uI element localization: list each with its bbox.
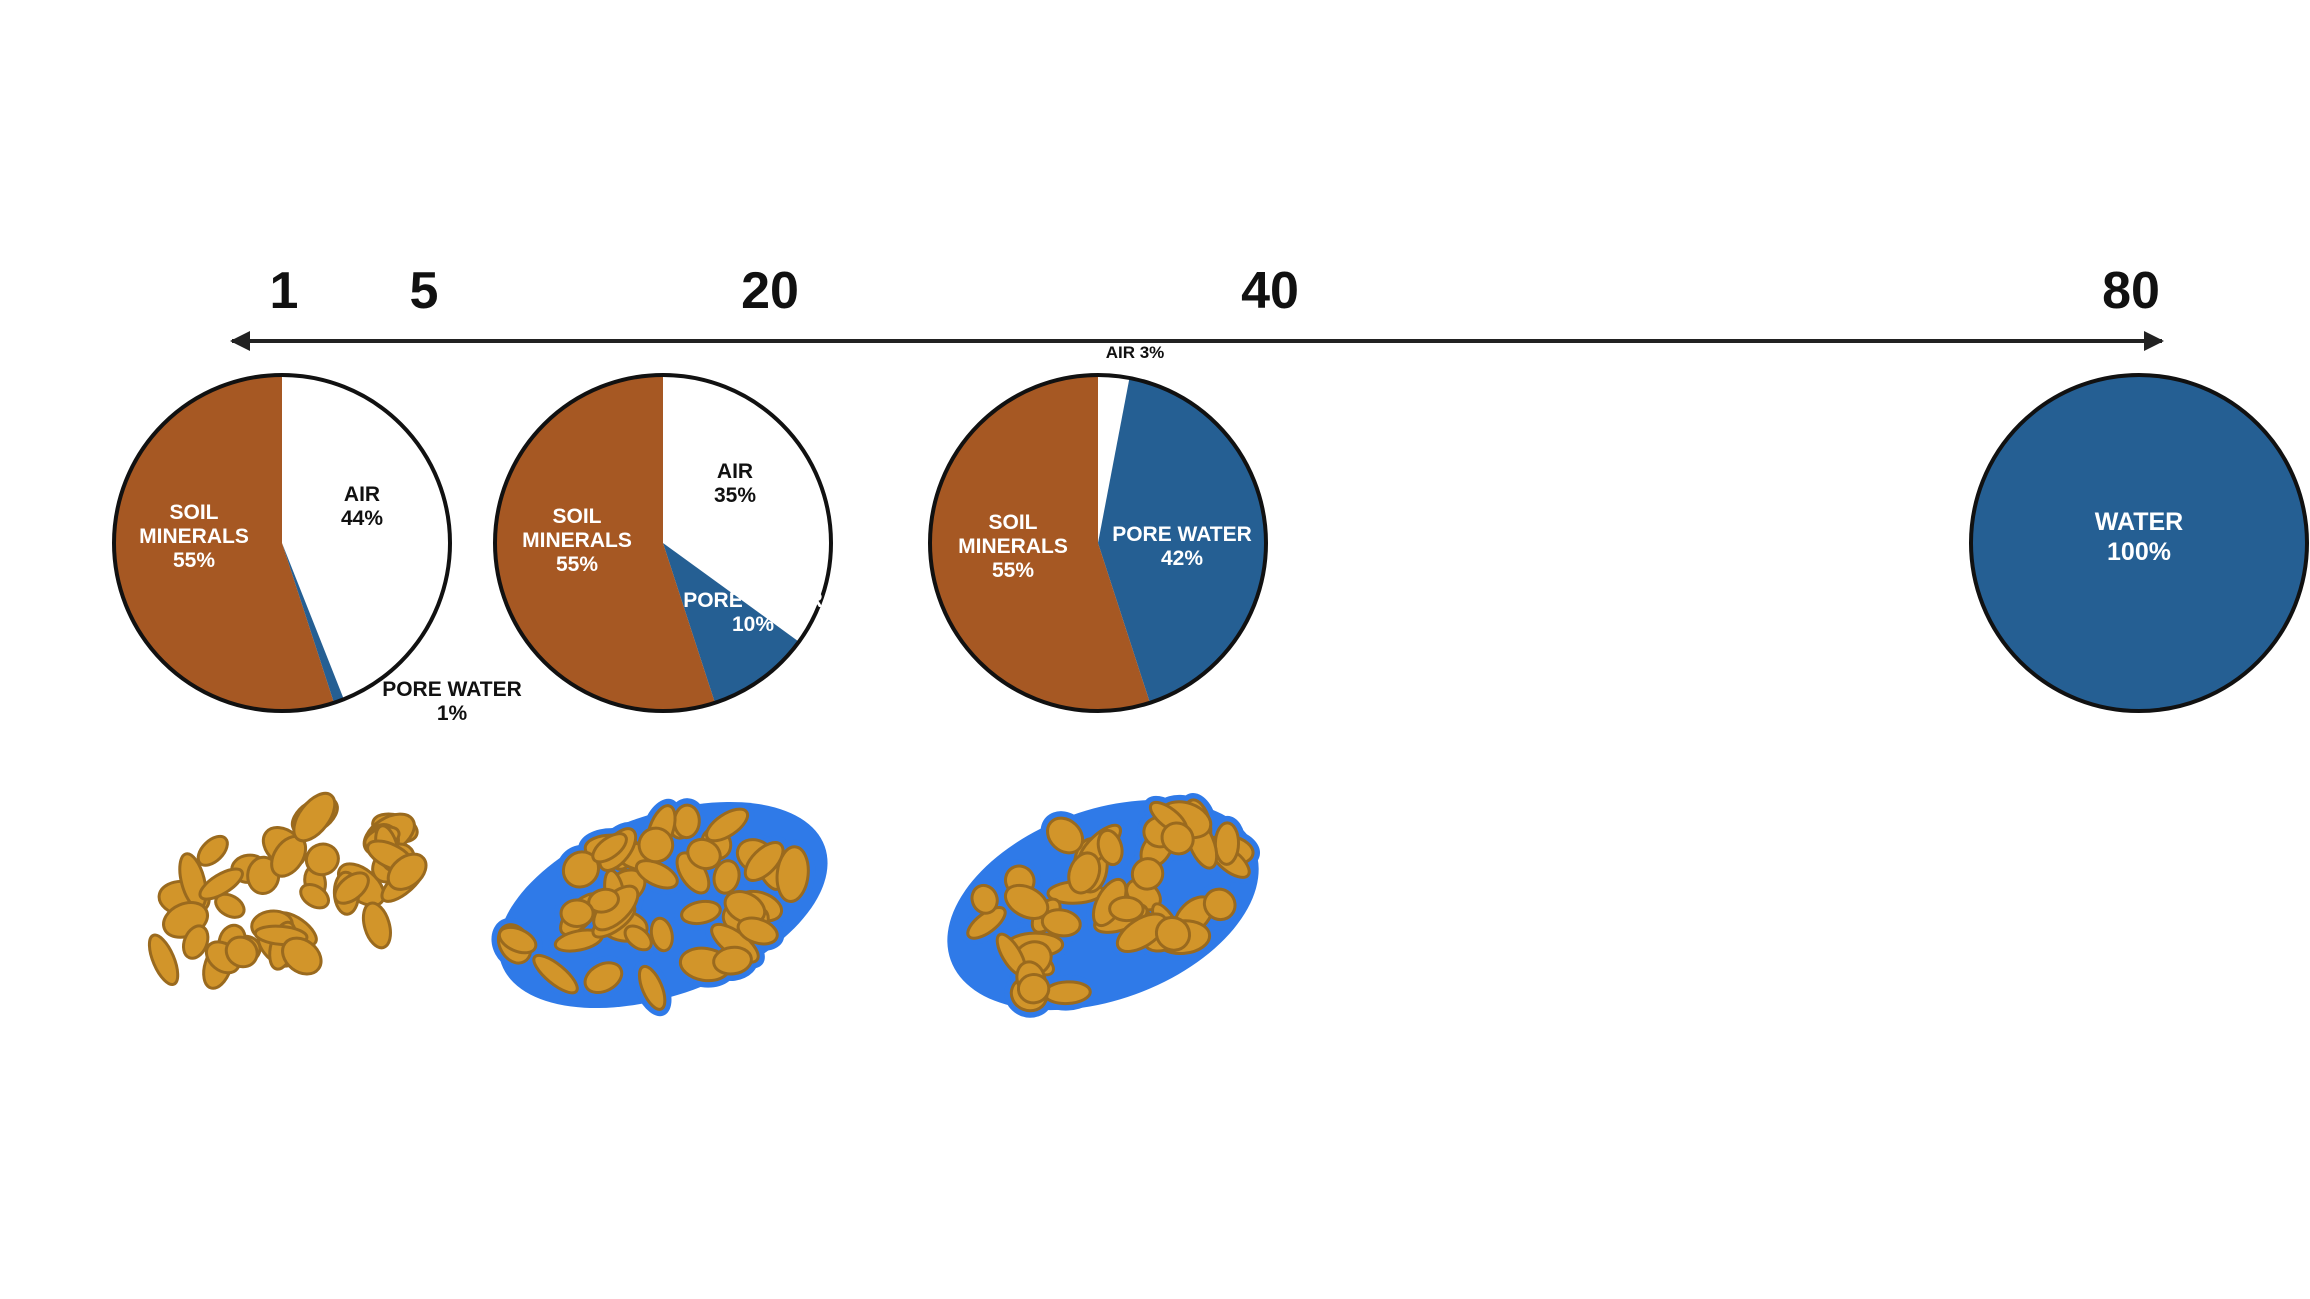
soil-grain <box>333 871 370 905</box>
soil-grain <box>775 845 810 903</box>
soil-grain <box>532 953 579 995</box>
soil-grain <box>966 906 1007 940</box>
dry-soil-grains-illustration <box>147 791 428 990</box>
pie-slice-label: PORE WATER 42% <box>1112 523 1252 570</box>
pie-slice-air <box>1098 375 1130 543</box>
pie-outline <box>928 373 1268 713</box>
soil-grain <box>649 916 674 953</box>
pie-slice-water <box>282 543 344 703</box>
soil-grain <box>672 803 701 840</box>
soil-grain <box>181 924 210 960</box>
soil-grain <box>1096 828 1124 867</box>
soil-grain <box>743 841 785 882</box>
pie-slice-label: PORE WATER 1% <box>382 678 522 725</box>
soil-grain <box>1046 816 1085 855</box>
soil-grain <box>497 925 538 955</box>
soil-grain <box>1160 821 1195 856</box>
soil-grain <box>637 964 667 1011</box>
pie-slice-label: PORE WATER 10% <box>683 589 823 636</box>
pie-slice-label: AIR 3% <box>1106 343 1165 362</box>
pie-chart-2: SOIL MINERALS 55% PORE WATER 10% AIR 35% <box>493 373 833 713</box>
soil-grain <box>1040 908 1082 938</box>
soil-grain <box>1042 980 1092 1006</box>
pie-slice-label: SOIL MINERALS 55% <box>522 505 632 576</box>
soil-grain <box>1016 972 1051 1005</box>
soil-grain <box>361 901 392 950</box>
wet-soil-grains-illustration <box>947 792 1261 1018</box>
pie-slice-minerals <box>113 375 334 711</box>
soil-grain <box>583 961 624 994</box>
soil-grain <box>224 935 259 969</box>
soil-grain <box>292 791 337 843</box>
pie-outline <box>493 373 833 713</box>
pie-chart-1: SOIL MINERALS 55% PORE WATER 1% AIR 44% <box>112 373 522 725</box>
pie-slice-minerals <box>929 375 1150 711</box>
axis-tick-label: 1 <box>270 262 299 320</box>
soil-grain <box>637 826 675 864</box>
moist-soil-grains-illustration <box>491 798 828 1017</box>
pie-slice-air <box>663 375 831 642</box>
pie-slice-water <box>1098 377 1267 703</box>
soil-grain <box>623 924 653 952</box>
pie-chart-3: SOIL MINERALS 55% PORE WATER 42% AIR 3% <box>928 343 1268 713</box>
axis-tick-label: 20 <box>741 262 799 320</box>
axis-tick-label: 40 <box>1241 262 1299 320</box>
pie-slice-water <box>1969 373 2309 713</box>
axis-tick-label: 5 <box>410 262 439 320</box>
soil-grain <box>591 832 628 864</box>
soil-grain <box>736 916 779 946</box>
soil-grain <box>1213 821 1241 866</box>
soil-grain <box>196 834 229 867</box>
pie-slice-label: SOIL MINERALS 55% <box>139 501 249 572</box>
pie-slice-label: SOIL MINERALS 55% <box>958 511 1068 582</box>
soil-grain <box>198 867 244 901</box>
soil-grain <box>559 898 595 928</box>
soil-grain <box>1202 887 1237 922</box>
soil-grain <box>634 859 679 890</box>
pie-slice-air <box>282 375 451 700</box>
pie-slice-minerals <box>494 375 715 711</box>
pie-chart-4: WATER 100% <box>1969 373 2309 713</box>
soil-grain <box>680 899 722 926</box>
soil-grain <box>705 807 750 843</box>
soil-grain <box>386 852 428 891</box>
pie-slice-label: AIR 44% <box>341 483 383 530</box>
soil-grain <box>281 936 323 976</box>
pie-slice-label: WATER 100% <box>2095 508 2183 566</box>
pie-outline <box>112 373 452 713</box>
soil-grain <box>299 882 330 910</box>
soil-grain <box>970 883 999 915</box>
soil-grain <box>304 842 340 877</box>
soil-grain <box>1154 915 1192 952</box>
soil-grain <box>147 933 180 987</box>
soil-grain <box>723 890 767 925</box>
pie-slice-water <box>663 543 799 703</box>
soil-grain <box>712 859 741 895</box>
soil-grain <box>1108 895 1145 923</box>
soil-grain <box>1067 851 1102 895</box>
axis-tick-label: 80 <box>2102 262 2160 320</box>
soil-grain <box>1130 857 1165 891</box>
soil-grain <box>712 945 753 976</box>
pie-slice-label: AIR 35% <box>714 460 756 507</box>
